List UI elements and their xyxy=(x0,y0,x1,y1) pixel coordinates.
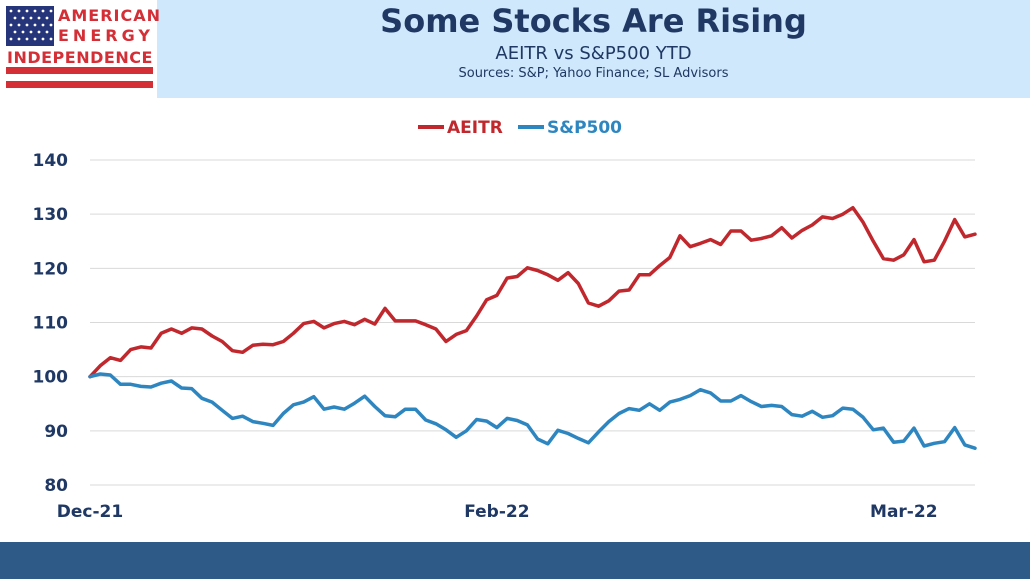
chart-sources: Sources: S&P; Yahoo Finance; SL Advisors xyxy=(458,66,729,81)
y-tick-label: 140 xyxy=(33,151,69,171)
y-tick-label: 110 xyxy=(33,314,69,334)
x-tick-label: Feb-22 xyxy=(464,502,529,522)
american-energy-independence-logo: AMERICAN ENERGY INDEPENDENCE xyxy=(6,6,160,95)
logo-text-american: AMERICAN xyxy=(58,6,162,25)
y-tick-label: 90 xyxy=(44,422,68,442)
series-line-sp500 xyxy=(88,372,977,450)
x-tick-label: Mar-22 xyxy=(870,502,938,522)
y-tick-label: 130 xyxy=(33,205,69,225)
chart-title: Some Stocks Are Rising xyxy=(380,2,807,40)
header-band xyxy=(157,0,1030,98)
x-tick-label: Dec-21 xyxy=(57,502,123,522)
legend: AEITR S&P500 xyxy=(418,118,622,138)
y-tick-label: 80 xyxy=(44,476,68,496)
y-tick-label: 120 xyxy=(33,259,69,279)
legend-label-sp500: S&P500 xyxy=(547,118,622,138)
y-tick-label: 100 xyxy=(33,368,69,388)
footer-band xyxy=(0,542,1030,579)
legend-label-aeitr: AEITR xyxy=(447,118,503,138)
chart-subtitle: AEITR vs S&P500 YTD xyxy=(495,43,692,64)
flag-icon xyxy=(6,6,54,46)
line-chart: AEITR S&P500 80 90 100 110 120 130 140 Dec-21 F… xyxy=(33,118,977,522)
logo-text-independence: INDEPENDENCE xyxy=(6,48,154,67)
logo-stripes xyxy=(6,51,153,95)
series-line-aeitr xyxy=(88,205,977,379)
logo-text-energy: ENERGY xyxy=(58,26,154,45)
